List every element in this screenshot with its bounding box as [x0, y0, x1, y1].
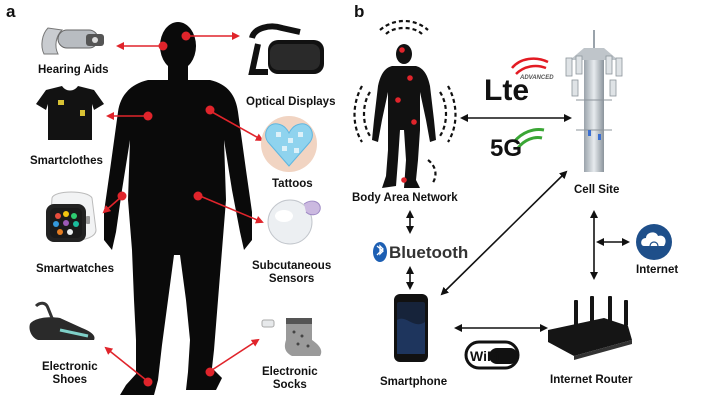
- wifi-logo: WiFi: [464, 340, 520, 370]
- label-smartwatches: Smartwatches: [36, 263, 114, 275]
- red-arrows: [102, 32, 264, 381]
- label-cell-site: Cell Site: [574, 184, 620, 196]
- tattoo-icon: [261, 116, 317, 172]
- panel-a-letter: a: [6, 2, 16, 21]
- label-tattoos: Tattoos: [272, 178, 313, 190]
- body-area-network-figure: [372, 44, 436, 188]
- label-optical-displays: Optical Displays: [246, 96, 336, 108]
- lte-logo: Lte ADVANCED: [484, 57, 554, 107]
- internet-icon: [636, 224, 672, 260]
- hearing-aid-icon: [41, 27, 104, 55]
- label-internet-router: Internet Router: [550, 374, 633, 386]
- bluetooth-logo: Bluetooth: [373, 242, 468, 262]
- wifi-text: WiFi: [470, 348, 499, 364]
- label-hearing-aids: Hearing Aids: [38, 64, 109, 76]
- lte-text: Lte: [484, 74, 529, 107]
- label-smartclothes: Smartclothes: [30, 155, 103, 167]
- label-electronic-socks: Electronic Socks: [262, 366, 318, 391]
- smartwatch-icon: [46, 191, 97, 242]
- subcutaneous-sensor-icon: [267, 199, 321, 245]
- label-internet: Internet: [636, 264, 679, 276]
- bluetooth-text: Bluetooth: [389, 243, 468, 262]
- label-subcutaneous-sensors: Subcutaneous Sensors: [252, 260, 332, 285]
- cell-tower-icon: [565, 30, 623, 172]
- fiveg-logo: 5G: [490, 128, 545, 162]
- ban-sensor-dots: [395, 47, 417, 183]
- label-smartphone: Smartphone: [380, 376, 448, 388]
- ban-signal-arcs: [353, 19, 457, 185]
- network-link-arrows: [406, 114, 630, 332]
- panel-b-letter: b: [354, 2, 365, 21]
- smartphone-icon: [394, 294, 428, 362]
- router-icon: [548, 296, 632, 360]
- electronic-sock-icon: [261, 318, 322, 356]
- human-silhouette: [104, 22, 252, 395]
- smartclothes-icon: [36, 86, 104, 140]
- electronic-shoe-icon: [29, 301, 95, 340]
- optical-display-icon: [248, 23, 324, 75]
- fiveg-text: 5G: [490, 135, 522, 162]
- label-body-area-network: Body Area Network: [352, 192, 458, 204]
- lte-advanced-text: ADVANCED: [519, 75, 554, 81]
- label-electronic-shoes: Electronic Shoes: [42, 361, 98, 386]
